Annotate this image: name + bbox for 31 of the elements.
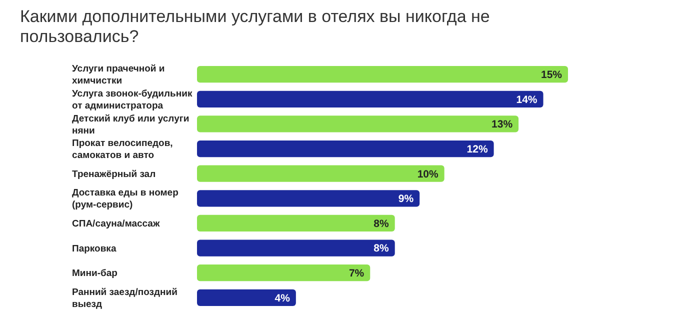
data-label: 15% [540, 68, 563, 81]
y-tick-label: Парковка [72, 243, 117, 254]
chart-title: Какими дополнительными услугами в отелях вы никогда не пользовались? [20, 7, 490, 46]
data-label: 8% [374, 242, 390, 255]
bar [197, 165, 444, 182]
data-label: 4% [274, 292, 291, 304]
bar [197, 190, 420, 207]
data-label: 13% [492, 118, 514, 131]
y-tick-label: Услуга звонок-будильник от администратора [72, 88, 192, 112]
y-tick-label: Прокат велосипедов, самокатов и авто [72, 138, 173, 162]
y-tick-label: Доставка еды в номер (рум-сервис) [72, 188, 179, 211]
bar [197, 264, 370, 282]
bar [197, 240, 395, 256]
data-label: 7% [348, 268, 365, 280]
bar [197, 289, 296, 306]
y-tick-label: Ранний заезд/поздний выезд [72, 287, 178, 310]
data-label: 12% [466, 143, 488, 156]
y-tick-label: Услуги прачечной и химчистки [72, 64, 165, 87]
y-tick-label: Мини-бар [72, 268, 118, 280]
bar [197, 214, 395, 232]
bar [197, 116, 519, 132]
y-tick-label: СПА/сауна/массаж [72, 218, 160, 230]
data-label: 14% [516, 94, 538, 106]
data-label: 9% [398, 193, 414, 206]
y-tick-label: Тренажёрный зал [72, 168, 156, 180]
bar [197, 66, 568, 83]
data-label: 10% [417, 168, 439, 180]
bar [197, 140, 494, 158]
data-label: 8% [374, 218, 390, 230]
bar [197, 90, 544, 108]
y-tick-label: Детский клуб или услуги няни [72, 113, 190, 136]
